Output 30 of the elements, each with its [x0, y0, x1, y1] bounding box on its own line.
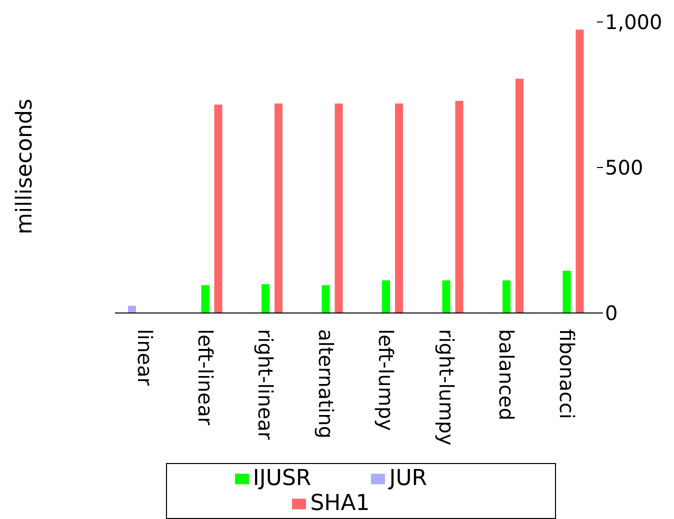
y-tick-label: 500 [605, 156, 644, 180]
y-tick-label: 1,000 [605, 10, 662, 34]
x-tick-label: balanced [494, 329, 519, 420]
bar [274, 103, 282, 313]
bar [395, 103, 403, 313]
bar [562, 270, 571, 313]
bar [262, 284, 270, 313]
y-axis-title: milliseconds [12, 98, 38, 236]
legend-label: SHA1 [310, 491, 370, 516]
bar [455, 100, 464, 313]
x-tick-label: alternating [314, 329, 338, 439]
bar [334, 103, 343, 313]
bar [201, 285, 210, 313]
bar [322, 285, 330, 313]
bar [382, 280, 390, 313]
bar [128, 306, 136, 313]
bar [442, 280, 450, 313]
x-tick-label: right-lumpy [434, 329, 458, 446]
x-tick-label: fibonacci [554, 329, 579, 420]
x-tick-label: right-linear [254, 329, 278, 441]
legend-label: IJUSR [252, 466, 312, 491]
y-tick-label: 0 [605, 301, 618, 326]
bar [576, 30, 584, 313]
x-tick-label: left-lumpy [374, 329, 398, 432]
x-tick-label: linear [133, 329, 158, 386]
bar [214, 104, 222, 313]
legend-label: JUR [389, 466, 428, 491]
bar [516, 78, 524, 313]
x-tick-label: left-linear [193, 329, 218, 426]
bar [502, 280, 510, 313]
